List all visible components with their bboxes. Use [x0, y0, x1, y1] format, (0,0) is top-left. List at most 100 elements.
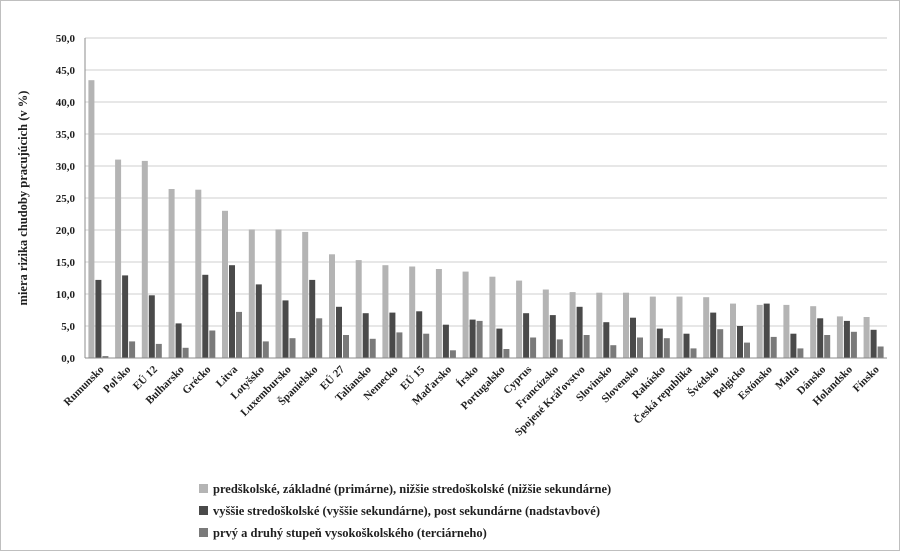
- bar-series-3-14: [476, 320, 483, 358]
- bar-series-1-25: [756, 304, 763, 358]
- bar-series-3-0: [102, 356, 109, 358]
- y-axis-label: miera rizika chudoby pracujúcich (v %): [16, 91, 30, 306]
- bar-series-2-21: [656, 328, 663, 358]
- bar-series-1-28: [836, 316, 843, 358]
- bar-series-2-20: [630, 317, 636, 358]
- bar-series-1-19: [596, 292, 603, 358]
- bar-series-3-8: [316, 318, 323, 358]
- category-label: Fínsko: [851, 363, 882, 394]
- bar-series-1-17: [542, 289, 549, 358]
- y-tick-label: 30,0: [56, 161, 76, 173]
- bar-series-2-23: [710, 312, 717, 358]
- y-tick-label: 25,0: [56, 193, 76, 205]
- bar-series-1-15: [489, 276, 496, 358]
- bar-series-2-12: [416, 311, 423, 358]
- bar-series-3-20: [637, 337, 643, 358]
- category-label: Grécko: [180, 363, 213, 396]
- bar-series-1-14: [462, 271, 469, 358]
- bar-series-3-7: [289, 338, 296, 358]
- bar-series-1-10: [355, 260, 362, 358]
- bar-series-3-10: [369, 338, 376, 358]
- legend-label-2: vyššie stredoškolské (vyššie sekundárne)…: [213, 504, 600, 518]
- bars: [88, 80, 884, 358]
- bar-series-2-18: [576, 306, 583, 358]
- bar-series-2-6: [255, 284, 262, 358]
- bar-series-3-12: [423, 333, 430, 358]
- legend: predškolské, základné (primárne), nižšie…: [199, 482, 611, 540]
- bar-series-1-27: [810, 306, 817, 358]
- bar-series-3-13: [449, 350, 456, 358]
- bar-series-3-11: [396, 332, 403, 358]
- bar-series-3-1: [129, 341, 136, 358]
- legend-swatch-2: [199, 506, 208, 515]
- bar-series-3-17: [556, 339, 563, 358]
- bar-series-1-1: [115, 159, 122, 358]
- bar-series-2-13: [442, 324, 449, 358]
- y-tick-label: 5,0: [61, 321, 75, 333]
- bar-series-2-28: [843, 320, 850, 358]
- bar-series-2-24: [737, 326, 743, 358]
- bar-series-1-21: [649, 296, 656, 358]
- bar-series-1-29: [863, 317, 870, 358]
- bar-series-3-6: [262, 341, 269, 358]
- legend-swatch-1: [199, 484, 208, 493]
- legend-swatch-3: [199, 528, 208, 537]
- y-tick-labels: 0,0 5,0 10,0 15,0 20,0 25,0 30,0 35,0 40,0 45,0 50…: [56, 33, 76, 365]
- bar-series-2-16: [523, 313, 530, 358]
- bar-series-3-23: [717, 329, 724, 358]
- bar-series-3-27: [824, 335, 831, 358]
- bar-series-3-18: [583, 335, 590, 358]
- bar-series-1-18: [569, 292, 576, 358]
- bar-series-1-20: [623, 292, 629, 358]
- bar-series-3-29: [877, 346, 884, 358]
- bar-series-1-7: [275, 229, 282, 358]
- y-tick-label: 45,0: [56, 65, 76, 77]
- bar-series-3-2: [155, 343, 162, 358]
- bar-series-2-0: [95, 279, 102, 358]
- bar-series-2-19: [603, 322, 610, 358]
- y-tick-label: 35,0: [56, 129, 76, 141]
- bar-series-1-4: [195, 189, 202, 358]
- y-tick-label: 10,0: [56, 289, 76, 301]
- category-label: Poľsko: [101, 363, 133, 395]
- bar-series-1-16: [516, 280, 523, 358]
- bar-series-2-17: [549, 315, 556, 358]
- bar-series-3-16: [530, 337, 537, 358]
- bar-series-3-26: [797, 348, 804, 358]
- bar-series-3-25: [770, 336, 777, 358]
- y-tick-label: 50,0: [56, 33, 76, 45]
- bar-series-2-5: [229, 265, 235, 358]
- bar-series-2-11: [389, 312, 396, 358]
- bar-series-3-4: [209, 330, 216, 358]
- bar-series-1-8: [302, 231, 309, 358]
- bar-series-2-2: [148, 295, 155, 358]
- bar-series-3-3: [182, 347, 189, 358]
- bar-series-1-12: [409, 266, 416, 358]
- bar-series-2-10: [362, 313, 369, 358]
- y-tick-label: 0,0: [61, 353, 75, 365]
- bar-series-2-9: [336, 306, 342, 358]
- bar-series-2-27: [817, 318, 824, 358]
- bar-series-3-21: [663, 338, 670, 358]
- bar-series-3-15: [503, 349, 510, 358]
- bar-series-2-22: [683, 333, 690, 358]
- bar-series-3-28: [850, 331, 857, 358]
- bar-series-3-24: [744, 342, 750, 358]
- bar-series-1-0: [88, 80, 95, 358]
- bar-series-2-29: [870, 329, 877, 358]
- bar-series-2-8: [309, 279, 316, 358]
- bar-series-3-22: [690, 348, 697, 358]
- bar-series-1-24: [730, 303, 736, 358]
- axes: [84, 38, 887, 359]
- bar-series-1-5: [222, 210, 228, 358]
- bar-series-1-3: [168, 189, 175, 358]
- y-tick-label: 15,0: [56, 257, 76, 269]
- y-tick-label: 20,0: [56, 225, 76, 237]
- bar-series-1-22: [676, 296, 683, 358]
- bar-series-3-9: [343, 335, 349, 358]
- bar-series-1-9: [329, 254, 335, 358]
- bar-series-1-6: [248, 229, 255, 358]
